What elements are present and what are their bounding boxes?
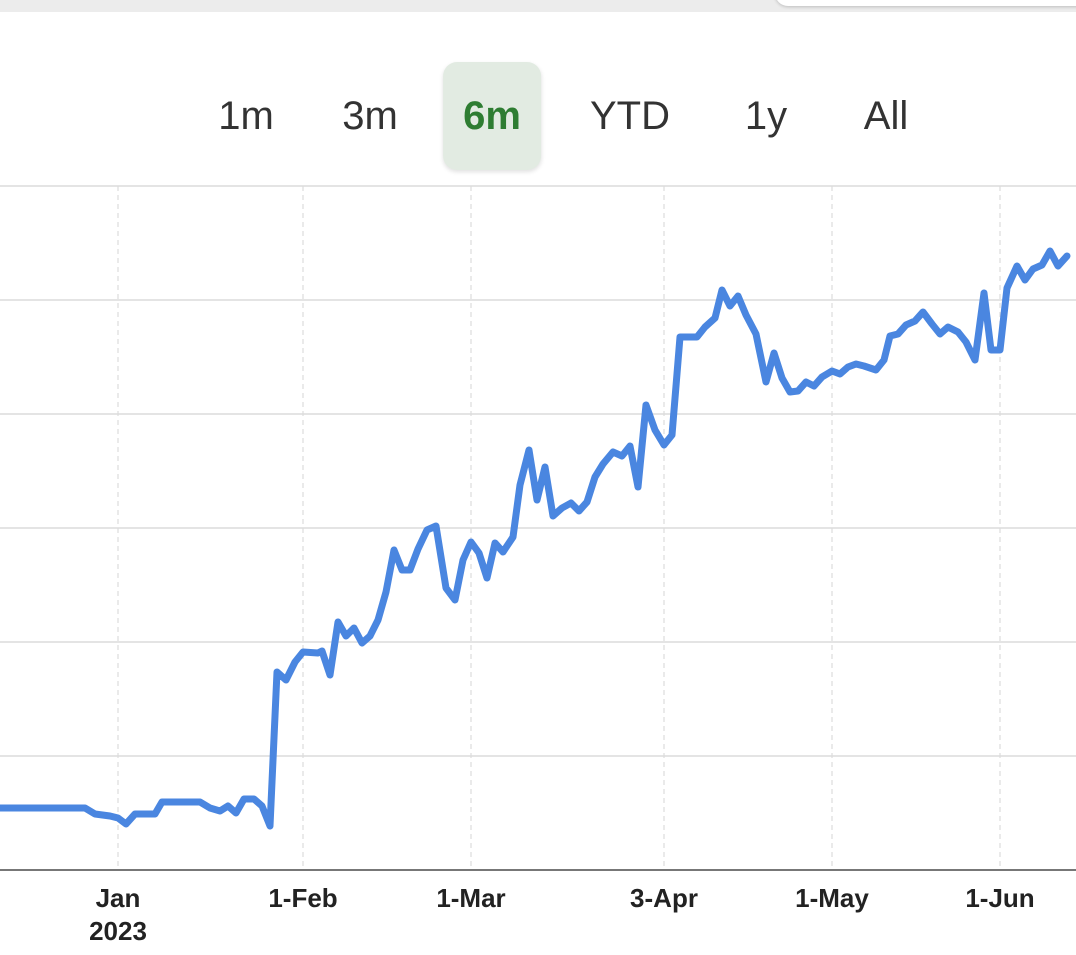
price-line — [0, 247, 1071, 830]
address-card — [775, 0, 1076, 6]
x-tick-label: 1-Jun — [965, 883, 1035, 913]
range-button[interactable]: All — [863, 94, 909, 138]
x-tick-label: 1-Feb — [268, 883, 338, 913]
x-tick-label: 3-Apr — [630, 883, 698, 913]
range-button[interactable]: 1y — [744, 94, 788, 138]
range-button[interactable]: 1m — [218, 94, 274, 138]
x-tick-label: Jan 2023 — [89, 883, 147, 946]
x-tick-label: 1-Mar — [436, 883, 506, 913]
x-tick-label: 1-May — [795, 883, 869, 913]
range-button[interactable]: YTD — [590, 94, 670, 138]
range-button[interactable]: 3m — [342, 94, 398, 138]
range-button[interactable]: 6m — [443, 62, 541, 170]
